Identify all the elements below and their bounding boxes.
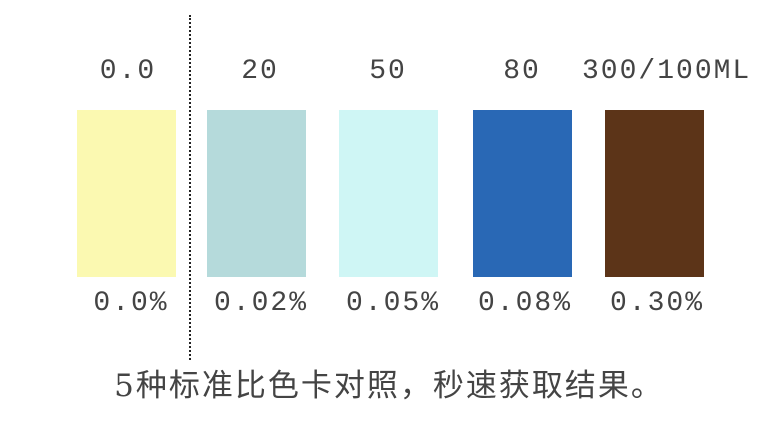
color-swatch [77,110,176,277]
swatch-percent: 0.08% [477,288,572,319]
caption: 5种标准比色卡对照，秒速获取结果。 [114,368,664,404]
swatch-label: 50 [369,56,407,87]
color-swatch [605,110,704,277]
swatch-label: 80 [503,56,541,87]
color-swatch [339,110,438,277]
color-swatch [473,110,572,277]
swatch-percent: 0.02% [213,288,308,319]
swatch-percent: 0.0% [93,288,169,319]
swatch-label: 300/100ML [582,56,752,87]
swatch-label: 0.0 [99,56,157,87]
swatch-percent: 0.05% [345,288,440,319]
swatch-label: 20 [241,56,279,87]
color-swatch [207,110,306,277]
swatch-percent: 0.30% [609,288,704,319]
divider [189,15,191,360]
